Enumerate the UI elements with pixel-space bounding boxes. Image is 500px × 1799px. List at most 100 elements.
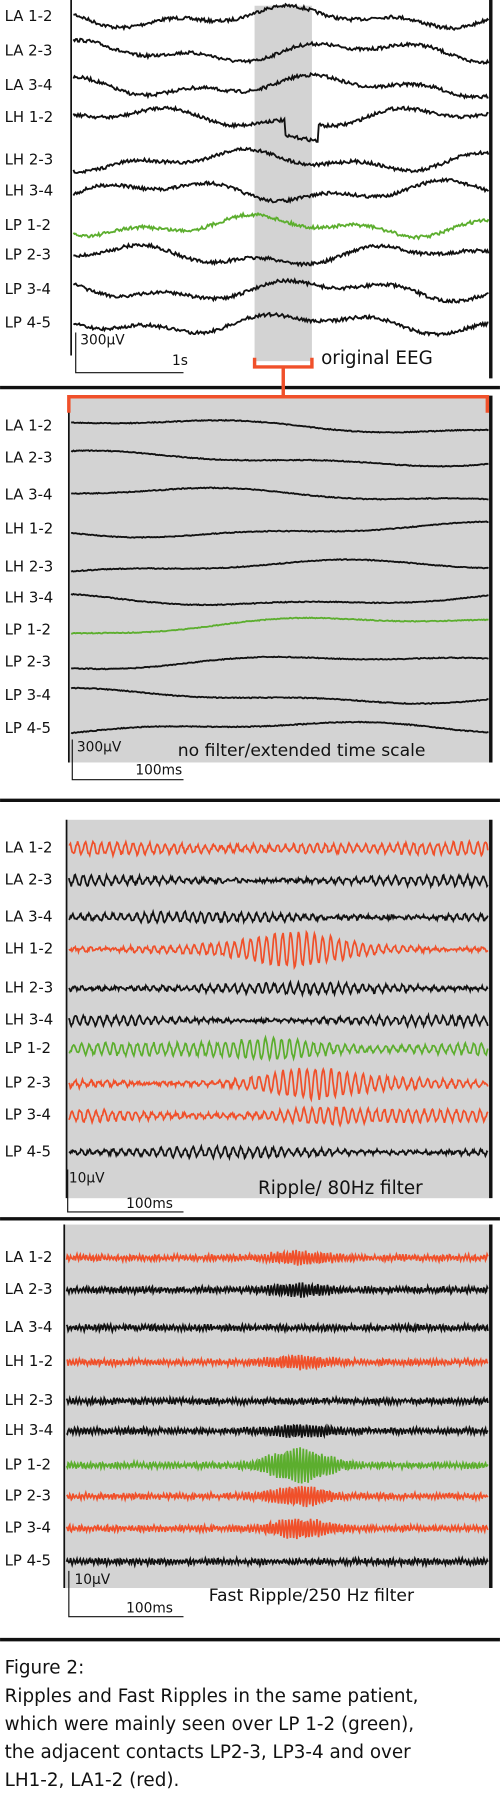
eeg-trace xyxy=(65,1554,489,1569)
channel-label: LA 3-4 xyxy=(5,1318,53,1336)
eeg-trace xyxy=(68,979,489,998)
channel-label: LP 2-3 xyxy=(5,1074,51,1092)
channel-label: LP 1-2 xyxy=(5,216,51,234)
channel-label: LP 4-5 xyxy=(5,313,51,331)
channel-label: LA 2-3 xyxy=(5,449,53,467)
scale-amplitude: 300µV xyxy=(77,740,122,756)
channel-label: LP 1-2 xyxy=(5,621,51,639)
scale-bar xyxy=(71,739,184,781)
eeg-trace xyxy=(73,241,490,268)
scale-amplitude: 10µV xyxy=(75,1572,111,1588)
scale-bar xyxy=(75,332,184,374)
eeg-trace xyxy=(68,1066,489,1103)
channel-label: LA 2-3 xyxy=(5,1280,53,1298)
caption-line: Ripples and Fast Ripples in the same pat… xyxy=(5,1686,419,1707)
channel-label: LA 1-2 xyxy=(5,1248,53,1266)
eeg-trace xyxy=(65,1394,489,1408)
eeg-trace xyxy=(70,486,489,501)
channel-label: LA 1-2 xyxy=(5,7,53,25)
highlight xyxy=(68,395,491,763)
eeg-trace xyxy=(72,211,490,241)
eeg-trace xyxy=(68,908,489,926)
channel-label: LH 1-2 xyxy=(5,520,54,538)
highlight xyxy=(254,5,312,362)
caption-line: the adjacent contacts LP2-3, LP3-4 and o… xyxy=(5,1742,412,1763)
channel-label: LH 2-3 xyxy=(5,1391,54,1409)
channel-label: LP 2-3 xyxy=(5,653,51,671)
channel-label: LH 1-2 xyxy=(5,1352,54,1370)
eeg-trace xyxy=(72,176,490,204)
channel-label: LA 3-4 xyxy=(5,76,53,94)
channel-label: LP 3-4 xyxy=(5,686,51,704)
scale-time: 100ms xyxy=(126,1601,173,1617)
channel-label: LA 2-3 xyxy=(5,42,53,60)
channel-label: LH 2-3 xyxy=(5,151,54,169)
eeg-trace xyxy=(65,1281,489,1298)
eeg-trace xyxy=(65,1320,489,1335)
panel-label: Ripple/ 80Hz filter xyxy=(258,1178,423,1199)
channel-label: LP 3-4 xyxy=(5,280,51,298)
channel-label: LA 1-2 xyxy=(5,417,53,435)
channel-label: LP 4-5 xyxy=(5,1142,51,1160)
eeg-trace xyxy=(70,592,489,607)
caption-line: which were mainly seen over LP 1-2 (gree… xyxy=(5,1714,414,1735)
channel-label: LP 1-2 xyxy=(5,1039,51,1057)
eeg-trace xyxy=(71,616,489,635)
eeg-trace xyxy=(72,146,490,175)
eeg-trace xyxy=(72,277,489,304)
eeg-trace xyxy=(68,1143,489,1162)
channel-label: LA 3-4 xyxy=(5,907,53,925)
channel-label: LP 2-3 xyxy=(5,1486,51,1504)
channel-label: LA 2-3 xyxy=(5,871,53,889)
eeg-trace xyxy=(70,686,489,705)
scale-time: 1s xyxy=(172,353,188,369)
panel-label: Fast Ripple/250 Hz filter xyxy=(209,1586,415,1606)
scale-bar xyxy=(68,1570,184,1618)
bracket xyxy=(252,357,314,388)
channel-label: LH 1-2 xyxy=(5,108,54,126)
eeg-trace xyxy=(72,37,490,65)
eeg-trace xyxy=(68,1011,489,1030)
eeg-trace xyxy=(65,1248,489,1266)
channel-label: LH 1-2 xyxy=(5,939,54,957)
eeg-trace xyxy=(73,2,490,32)
eeg-trace xyxy=(65,1518,489,1540)
eeg-trace xyxy=(70,720,489,735)
scale-time: 100ms xyxy=(135,763,182,779)
channel-label: LA 3-4 xyxy=(5,485,53,503)
channel-label: LP 2-3 xyxy=(5,246,51,264)
channel-label: LP 4-5 xyxy=(5,719,51,737)
eeg-trace xyxy=(72,72,489,100)
caption-title: Figure 2: xyxy=(5,1657,85,1678)
channel-label: LH 3-4 xyxy=(5,1421,54,1439)
eeg-trace xyxy=(71,418,489,434)
channel-label: LH 2-3 xyxy=(5,978,54,996)
eeg-trace xyxy=(71,655,489,671)
eeg-trace xyxy=(65,1423,489,1440)
eeg-trace xyxy=(68,1034,489,1063)
channel-label: LH 3-4 xyxy=(5,589,54,607)
eeg-trace xyxy=(68,872,489,890)
scale-amplitude: 300µV xyxy=(80,333,125,349)
panel-label: no filter/extended time scale xyxy=(178,741,426,761)
eeg-trace xyxy=(66,1485,489,1508)
caption-line: LH1-2, LA1-2 (red). xyxy=(5,1770,180,1791)
bracket xyxy=(67,387,490,413)
scale-bar xyxy=(67,1169,184,1213)
eeg-trace xyxy=(65,1447,489,1484)
channel-label: LP 1-2 xyxy=(5,1455,51,1473)
panel-label: original EEG xyxy=(321,348,433,369)
channel-label: LP 3-4 xyxy=(5,1518,51,1536)
eeg-trace xyxy=(66,1353,489,1371)
eeg-trace xyxy=(70,449,489,468)
eeg-trace xyxy=(72,104,489,143)
eeg-trace xyxy=(68,838,489,859)
scale-time: 100ms xyxy=(126,1196,173,1212)
channel-label: LP 3-4 xyxy=(5,1106,51,1124)
channel-label: LA 1-2 xyxy=(5,838,53,856)
channel-label: LH 2-3 xyxy=(5,558,54,576)
scale-amplitude: 10µV xyxy=(69,1171,105,1187)
eeg-trace xyxy=(71,520,489,539)
channel-label: LP 4-5 xyxy=(5,1552,51,1570)
